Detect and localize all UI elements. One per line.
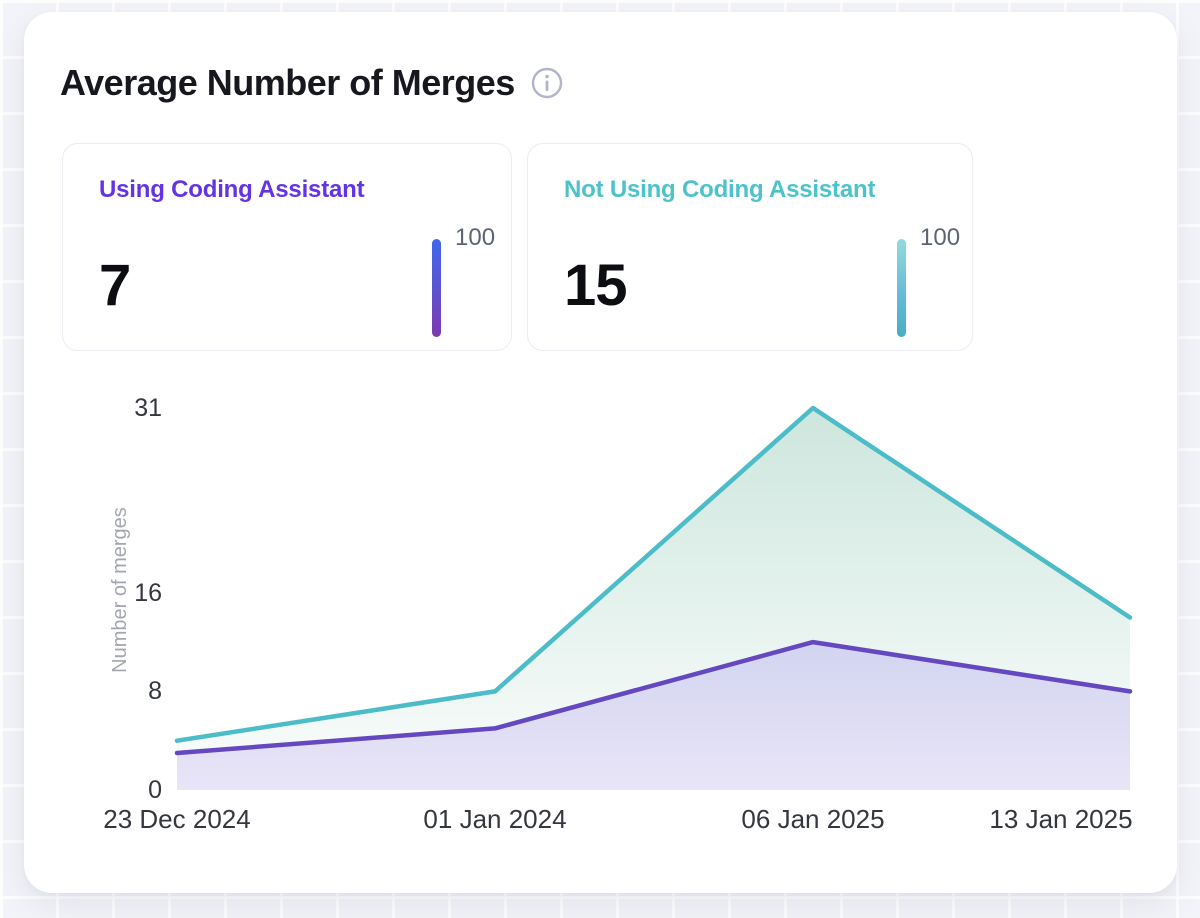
y-tick-label: 0 <box>148 776 162 804</box>
stat-value-using: 7 <box>99 253 131 318</box>
merges-area-chart[interactable]: 0 8 16 31 23 Dec 2024 01 Jan 2024 06 Jan 2025… <box>90 394 1165 855</box>
stat-card-not-using-assistant: Not Using Coding Assistant 15 100 <box>527 143 973 351</box>
info-icon[interactable] <box>531 67 563 99</box>
stat-gauge-label-not-using: 100 <box>920 224 961 251</box>
panel-header: Average Number of Merges <box>60 65 563 101</box>
area-chart-plot[interactable] <box>90 395 1165 797</box>
x-tick-label: 23 Dec 2024 <box>103 804 251 834</box>
x-tick-label: 01 Jan 2024 <box>423 804 567 834</box>
page-title: Average Number of Merges <box>60 62 515 103</box>
y-tick-label: 31 <box>134 394 162 422</box>
stat-gauge-not-using <box>897 239 906 337</box>
stat-label-not-using: Not Using Coding Assistant <box>564 176 876 203</box>
x-tick-label: 13 Jan 2025 <box>989 804 1133 834</box>
merges-panel: Average Number of Merges Using Coding As… <box>24 12 1177 893</box>
stat-gauge-label-using: 100 <box>455 224 496 251</box>
y-tick-label: 16 <box>134 578 162 607</box>
x-tick-label: 06 Jan 2025 <box>741 804 885 834</box>
y-tick-label: 8 <box>148 677 162 706</box>
stat-card-using-assistant: Using Coding Assistant 7 100 <box>62 143 512 351</box>
stat-label-using: Using Coding Assistant <box>99 176 365 203</box>
y-axis-title: Number of merges <box>109 507 131 673</box>
stat-value-not-using: 15 <box>564 253 628 318</box>
stat-gauge-using <box>432 239 441 337</box>
